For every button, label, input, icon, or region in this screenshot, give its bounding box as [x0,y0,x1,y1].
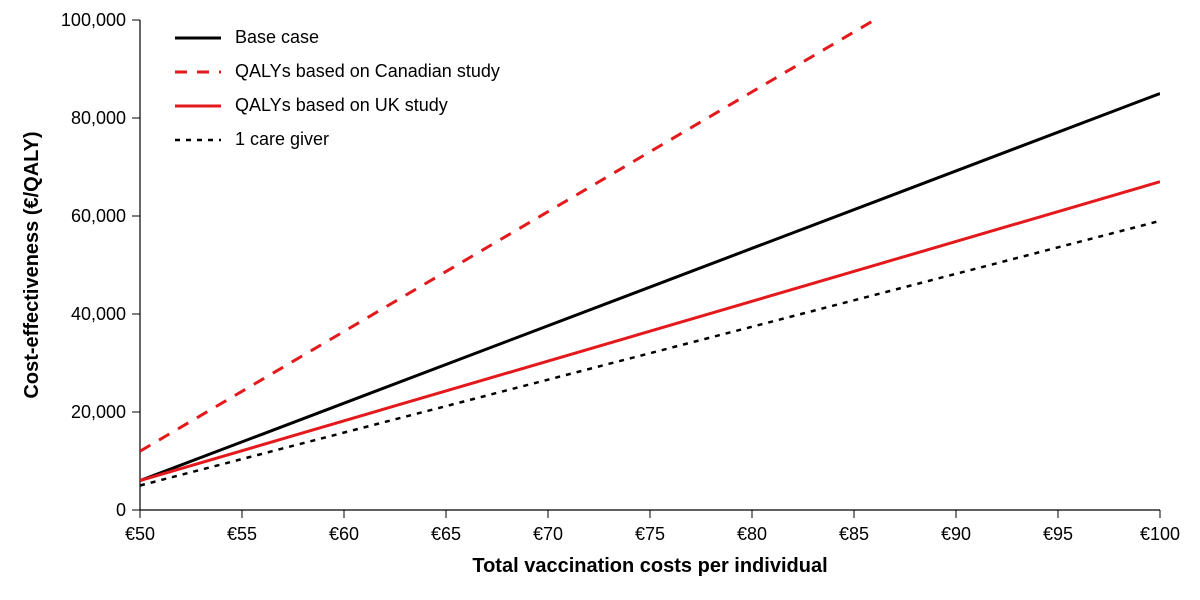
line-chart: 0 20,000 40,000 60,000 80,000 100,000 €50 €55 €6… [0,0,1200,600]
y-tick-label: 40,000 [71,304,126,324]
legend-label: Base case [235,27,319,47]
x-axis-label: Total vaccination costs per individual [472,555,827,577]
y-axis-label: Cost-effectiveness (€/QALY) [21,131,43,398]
x-tick-label: €85 [839,524,869,544]
x-tick-label: €100 [1140,524,1180,544]
legend-label: 1 care giver [235,129,329,149]
legend-label: QALYs based on UK study [235,95,448,115]
x-tick-label: €70 [533,524,563,544]
x-tick-label: €90 [941,524,971,544]
legend-label: QALYs based on Canadian study [235,61,500,81]
x-tick-label: €60 [329,524,359,544]
x-tick-label: €75 [635,524,665,544]
x-tick-label: €50 [125,524,155,544]
x-tick-label: €95 [1043,524,1073,544]
x-tick-label: €65 [431,524,461,544]
y-tick-label: 0 [116,500,126,520]
y-tick-label: 100,000 [61,10,126,30]
y-tick-label: 20,000 [71,402,126,422]
x-tick-label: €55 [227,524,257,544]
y-tick-label: 60,000 [71,206,126,226]
y-tick-label: 80,000 [71,108,126,128]
chart-container: 0 20,000 40,000 60,000 80,000 100,000 €50 €55 €6… [0,0,1200,600]
x-tick-label: €80 [737,524,767,544]
